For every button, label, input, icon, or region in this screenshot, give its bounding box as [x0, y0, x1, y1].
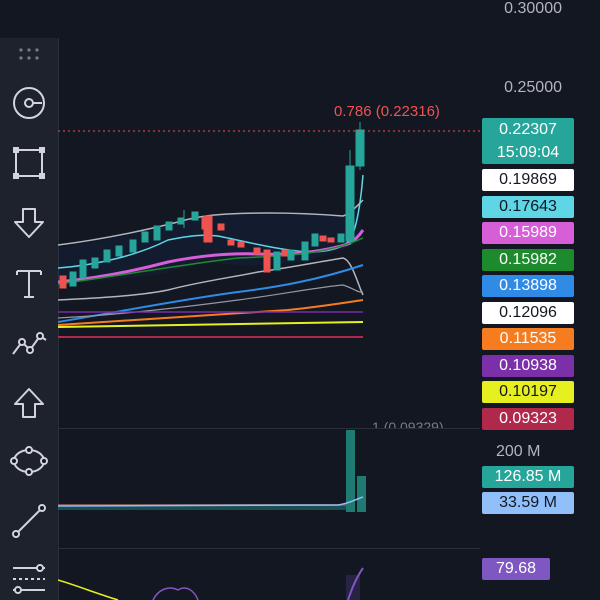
drag-grip-icon[interactable]: [18, 46, 40, 62]
oscillator-lines: [58, 567, 364, 600]
volume-scale-label: 200 M: [496, 443, 541, 460]
ma-blue-line: [58, 264, 364, 323]
ma-yellow-line: [58, 321, 364, 328]
indicator-value-tag: 0.15989: [482, 222, 574, 244]
oscillator-panel-separator: [58, 548, 480, 549]
indicator-value-tag: 0.19869: [482, 169, 574, 191]
price-axis-label: 0.25000: [504, 79, 562, 96]
change-annotation: 0.786 (0.22316): [334, 103, 440, 120]
indicator-value-tag: 0.13898: [482, 275, 574, 297]
price-axis[interactable]: 0.30000 0.25000: [480, 0, 600, 600]
candles: [59, 122, 365, 289]
last-price-tag: 0.22307 15:09:04: [482, 118, 574, 164]
candle-countdown: 15:09:04: [496, 144, 560, 161]
price-axis-label: 0.30000: [504, 0, 562, 17]
target-icon[interactable]: [8, 82, 50, 124]
indicator-value-tag: 0.11535: [482, 328, 574, 350]
line-icon[interactable]: [8, 500, 50, 542]
arrow-down-icon[interactable]: [8, 202, 50, 244]
ellipse-icon[interactable]: [8, 440, 50, 482]
arrow-up-icon[interactable]: [8, 382, 50, 424]
indicator-value-tag: 0.10197: [482, 381, 574, 403]
bollinger-lower-line: [58, 257, 364, 301]
price-chart[interactable]: [58, 0, 480, 600]
oscillator-value-tag: 79.68: [482, 558, 550, 580]
indicator-value-tag: 0.10938: [482, 354, 574, 377]
volume-bars: [58, 430, 366, 512]
drawing-toolbar: [0, 38, 59, 600]
volume-ma-tag: 33.59 M: [482, 492, 574, 514]
trend-line-icon[interactable]: [8, 322, 50, 364]
indicator-value-tag: 0.15982: [482, 248, 574, 271]
volume-value-tag: 126.85 M: [482, 466, 574, 488]
last-price-value: 0.22307: [499, 121, 557, 138]
bollinger-band-fill: [58, 207, 363, 285]
ma-green-line: [58, 237, 364, 285]
indicator-hint-text: 1 (0.09329): [372, 419, 444, 428]
indicator-value-tag: 0.09323: [482, 407, 574, 430]
volume-panel-separator: [58, 428, 480, 429]
indicator-value-tag: 0.17643: [482, 195, 574, 218]
text-tool-icon[interactable]: [8, 262, 50, 304]
ma-grey-line: [58, 284, 364, 319]
indicator-value-tag: 0.12096: [482, 301, 574, 324]
rectangle-select-icon[interactable]: [8, 142, 50, 184]
fib-icon[interactable]: [8, 558, 50, 600]
